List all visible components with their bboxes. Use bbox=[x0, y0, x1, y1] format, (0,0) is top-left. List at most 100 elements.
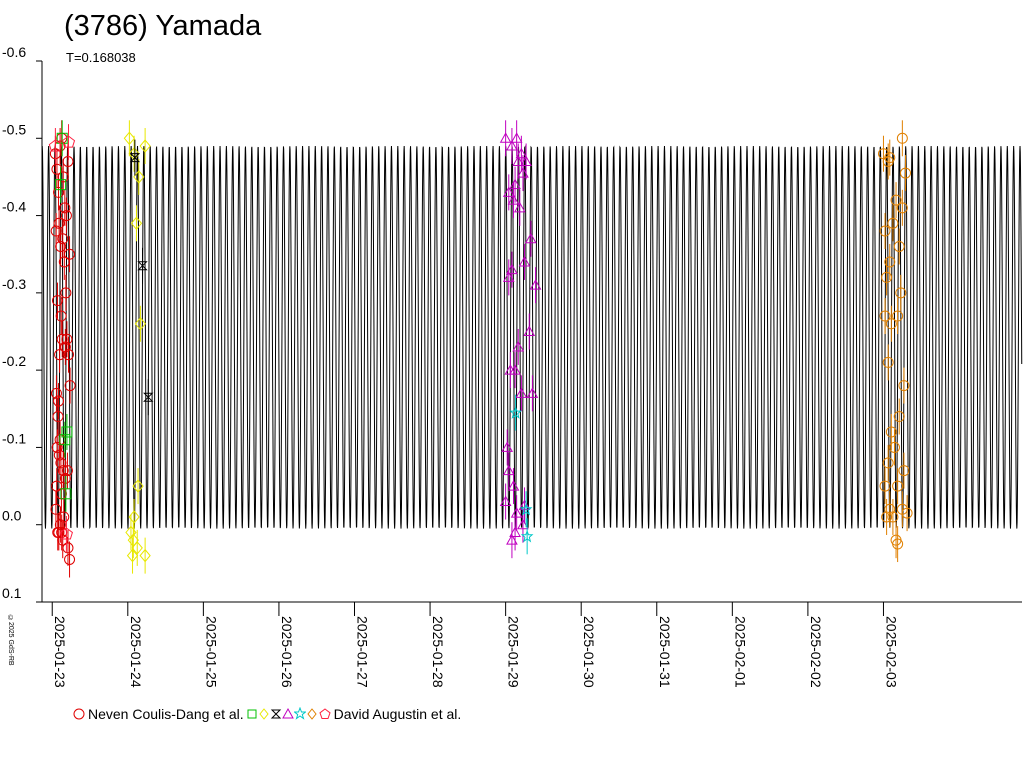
x-tick-label: 2025-01-27 bbox=[354, 616, 370, 688]
point-marker bbox=[61, 135, 76, 148]
chart-title: (3786) Yamada bbox=[64, 10, 262, 42]
point-marker bbox=[55, 310, 67, 322]
point-marker bbox=[61, 333, 73, 345]
point-marker bbox=[130, 216, 143, 231]
x-tick-label: 2025-01-28 bbox=[430, 616, 446, 688]
x-tick-label: 2025-01-24 bbox=[128, 616, 144, 688]
point-marker bbox=[62, 155, 74, 167]
data-point bbox=[512, 143, 525, 180]
point-marker bbox=[896, 132, 908, 144]
x-tick-label: 2025-02-01 bbox=[732, 616, 748, 688]
data-point bbox=[499, 483, 512, 520]
data-point bbox=[132, 468, 144, 505]
data-point bbox=[507, 468, 520, 505]
data-point bbox=[879, 213, 891, 250]
x-tick-label: 2025-01-23 bbox=[52, 616, 68, 688]
point-marker bbox=[882, 457, 894, 469]
y-tick-label: 0.1 bbox=[2, 585, 22, 601]
data-point bbox=[139, 537, 151, 574]
point-marker bbox=[501, 441, 514, 452]
data-point bbox=[56, 120, 68, 157]
data-point bbox=[520, 518, 534, 555]
point-marker bbox=[52, 411, 64, 423]
data-point bbox=[499, 120, 512, 157]
point-marker bbox=[510, 507, 523, 518]
data-point bbox=[59, 421, 71, 458]
point-marker bbox=[129, 153, 141, 163]
y-tick-label: -0.3 bbox=[2, 276, 26, 292]
data-point bbox=[64, 367, 76, 404]
point-marker bbox=[134, 316, 147, 331]
point-marker bbox=[51, 163, 63, 175]
point-marker bbox=[526, 387, 539, 398]
data-point bbox=[509, 394, 522, 431]
data-point bbox=[510, 120, 523, 157]
data-point bbox=[888, 429, 900, 466]
point-marker bbox=[523, 325, 536, 336]
point-marker bbox=[885, 318, 897, 330]
data-point bbox=[895, 274, 907, 311]
point-marker bbox=[59, 341, 71, 353]
y-tick-label: -0.5 bbox=[2, 121, 26, 137]
data-point bbox=[881, 259, 893, 296]
point-marker bbox=[509, 178, 521, 190]
point-marker bbox=[884, 152, 896, 164]
data-point bbox=[879, 298, 891, 335]
data-point bbox=[892, 298, 904, 335]
point-marker bbox=[884, 503, 896, 515]
point-marker bbox=[125, 525, 137, 540]
point-marker bbox=[517, 167, 529, 178]
point-marker bbox=[54, 519, 66, 531]
data-point bbox=[129, 139, 141, 176]
data-point bbox=[59, 515, 73, 552]
point-marker bbox=[529, 279, 542, 290]
point-marker bbox=[48, 139, 62, 152]
point-marker bbox=[524, 232, 537, 244]
legend-star-icon bbox=[293, 707, 306, 720]
point-marker bbox=[879, 310, 891, 322]
y-tick-label: -0.2 bbox=[2, 353, 26, 369]
point-marker bbox=[57, 233, 69, 245]
data-point bbox=[529, 267, 542, 304]
data-point bbox=[137, 247, 148, 284]
point-marker bbox=[895, 287, 907, 299]
data-point bbox=[509, 352, 521, 389]
data-point bbox=[60, 274, 72, 311]
legend-first-observer: Neven Coulis-Dang et al. bbox=[88, 706, 244, 722]
point-marker bbox=[512, 155, 525, 166]
data-point bbox=[898, 367, 910, 404]
x-tick-label: 2025-02-02 bbox=[808, 616, 824, 688]
point-marker bbox=[515, 147, 528, 159]
data-point bbox=[507, 182, 520, 219]
y-tick-label: -0.6 bbox=[2, 44, 26, 60]
legend-square-icon bbox=[247, 709, 257, 719]
data-point bbox=[885, 305, 897, 342]
point-marker bbox=[62, 542, 74, 554]
data-point bbox=[54, 506, 66, 543]
data-point bbox=[893, 398, 905, 435]
legend-triangle-icon bbox=[281, 707, 294, 719]
point-marker bbox=[499, 495, 512, 507]
data-point bbox=[892, 526, 904, 563]
data-point bbox=[50, 491, 62, 528]
data-point bbox=[893, 228, 905, 265]
data-point bbox=[884, 139, 896, 176]
data-point bbox=[887, 498, 899, 535]
data-point bbox=[63, 336, 75, 373]
point-marker bbox=[63, 349, 75, 361]
data-point bbox=[523, 313, 536, 350]
point-marker bbox=[892, 538, 904, 550]
point-marker bbox=[893, 411, 905, 423]
point-marker bbox=[132, 479, 144, 493]
point-marker bbox=[517, 518, 529, 530]
legend: Neven Coulis-Dang et al. David Augustin … bbox=[72, 704, 463, 724]
point-marker bbox=[896, 503, 908, 515]
point-marker bbox=[55, 179, 67, 191]
data-point bbox=[55, 166, 67, 203]
point-marker bbox=[60, 488, 72, 500]
point-marker bbox=[55, 240, 67, 252]
point-marker bbox=[53, 449, 65, 461]
point-marker bbox=[499, 132, 512, 143]
data-point bbox=[64, 541, 76, 578]
point-marker bbox=[56, 132, 68, 144]
